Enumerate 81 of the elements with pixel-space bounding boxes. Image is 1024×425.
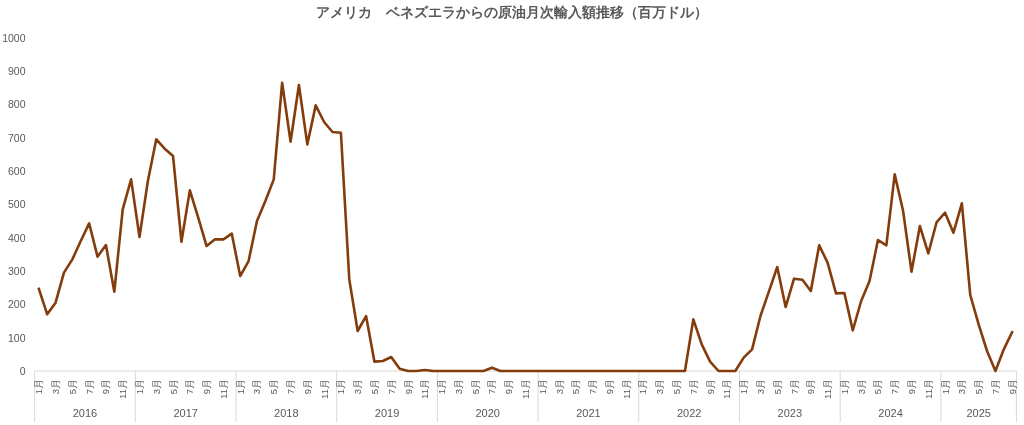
x-tick: 1月 <box>939 379 951 395</box>
x-tick: 3月 <box>352 379 364 395</box>
y-tick: 300 <box>7 265 26 277</box>
x-tick: 9月 <box>503 379 515 395</box>
x-tick: 5月 <box>469 379 481 395</box>
x-tick: 11月 <box>419 379 431 399</box>
x-tick: 1月 <box>436 379 448 395</box>
x-tick: 5月 <box>268 379 280 395</box>
x-group: 2022 <box>676 407 702 419</box>
x-tick: 9月 <box>100 379 112 395</box>
x-tick: 9月 <box>301 379 313 395</box>
x-tick: 1月 <box>33 379 45 395</box>
x-tick: 11月 <box>822 379 834 399</box>
x-tick: 11月 <box>721 379 733 399</box>
x-tick: 3月 <box>50 379 62 395</box>
x-tick: 7月 <box>587 379 599 395</box>
x-tick: 5月 <box>570 379 582 395</box>
x-tick: 11月 <box>520 379 531 399</box>
y-tick: 900 <box>7 65 26 78</box>
x-tick: 5月 <box>771 379 783 395</box>
x-tick: 3月 <box>654 379 666 395</box>
x-tick: 3月 <box>452 379 464 395</box>
x-tick: 5月 <box>973 379 985 395</box>
x-tick: 7月 <box>285 379 297 395</box>
x-tick: 3月 <box>553 379 565 395</box>
x-tick: 5月 <box>872 379 884 395</box>
y-tick: 100 <box>7 331 26 344</box>
x-tick: 11月 <box>922 379 934 399</box>
x-group: 2023 <box>777 407 803 419</box>
title: アメリカ ベネズエラからの原油月次輸入額推移（百万ドル） <box>316 4 708 20</box>
x-tick: 9月 <box>603 379 615 395</box>
x-tick: 5月 <box>368 379 380 395</box>
x-tick: 3月 <box>855 379 867 395</box>
x-tick: 11月 <box>117 379 129 399</box>
x-group: 2018 <box>274 407 299 419</box>
x-tick: 3月 <box>150 379 162 395</box>
x-group: 2017 <box>173 407 198 419</box>
x-tick: 7月 <box>385 379 397 395</box>
x-tick: 1月 <box>738 379 750 395</box>
x-tick: 7月 <box>687 379 699 395</box>
x-tick: 9月 <box>402 379 414 395</box>
y-tick: 500 <box>7 198 26 211</box>
x-tick: 1月 <box>134 379 145 395</box>
x-tick: 7月 <box>486 379 498 395</box>
x-tick: 7月 <box>989 379 1001 395</box>
x-tick: 1月 <box>234 379 246 395</box>
x-group: 2025 <box>966 407 991 419</box>
x-tick: 1月 <box>335 379 347 395</box>
x-group: 2019 <box>374 407 400 419</box>
x-tick: 7月 <box>788 379 800 395</box>
x-tick: 11月 <box>620 379 632 399</box>
x-tick: 9月 <box>805 379 817 395</box>
x-tick: 7月 <box>184 379 196 395</box>
x-tick: 5月 <box>167 379 179 395</box>
x-tick: 5月 <box>66 379 78 395</box>
x-tick: 1月 <box>838 379 850 395</box>
y-tick: 1000 <box>2 31 26 44</box>
y-tick: 200 <box>7 298 26 311</box>
x-tick: 5月 <box>671 379 683 395</box>
x-tick: 9月 <box>704 379 716 395</box>
x-group: 2020 <box>475 407 500 419</box>
x-group: 2024 <box>878 407 903 419</box>
y-tick: 800 <box>7 98 26 111</box>
x-tick: 9月 <box>1006 379 1018 395</box>
x-tick: 1月 <box>536 379 548 395</box>
x-tick: 9月 <box>906 379 917 395</box>
x-group: 2021 <box>576 407 601 419</box>
y-tick: 400 <box>7 231 26 244</box>
x-tick: 9月 <box>201 379 213 395</box>
x-tick: 3月 <box>754 379 766 395</box>
x-group: 2016 <box>72 407 98 419</box>
x-tick: 11月 <box>318 379 330 399</box>
x-tick: 7月 <box>83 379 95 395</box>
y-tick: 700 <box>7 131 26 144</box>
y-tick: 600 <box>7 165 26 177</box>
x-tick: 11月 <box>217 379 229 399</box>
x-tick: 7月 <box>889 379 901 395</box>
x-tick: 3月 <box>956 379 968 395</box>
x-tick: 1月 <box>637 379 649 395</box>
x-tick: 3月 <box>251 379 263 395</box>
y-tick: 0 <box>19 365 26 377</box>
